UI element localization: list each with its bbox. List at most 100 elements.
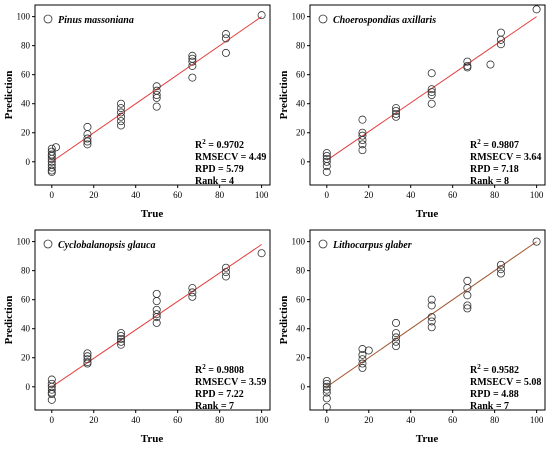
data-point — [427, 85, 436, 94]
legend-marker — [318, 239, 328, 249]
legend: Lithocarpus glaber — [318, 239, 412, 251]
data-point — [496, 35, 505, 44]
data-point — [188, 57, 197, 66]
chart-svg-1: 0 20 40 60 80 100 0 20 40 60 80 100 Pinus massonia… — [3, 4, 271, 220]
data-point — [427, 323, 436, 332]
data-point — [463, 63, 472, 72]
y-axis-label: Prediction — [278, 296, 290, 345]
data-point — [496, 260, 505, 269]
legend-marker — [318, 14, 328, 24]
x-tick-label: 80 — [490, 190, 500, 200]
y-tick-label: 20 — [296, 128, 306, 138]
y-axis-label: Prediction — [278, 71, 290, 120]
data-point — [188, 284, 197, 293]
y-tick-label: 0 — [26, 157, 31, 167]
y-ticks: 0 20 40 60 80 100 — [17, 237, 35, 392]
chart-svg-2: 0 20 40 60 80 100 0 20 40 60 80 100 Choerospondias… — [278, 4, 546, 220]
chart-panel-4: 0 20 40 60 80 100 0 20 40 60 80 100 Lithocarpus gl… — [275, 225, 550, 450]
x-ticks: 0 20 40 60 80 100 — [325, 185, 544, 200]
data-point — [322, 382, 331, 391]
data-point — [152, 310, 161, 319]
x-axis-label: True — [141, 208, 164, 220]
legend-label: Lithocarpus glaber — [332, 240, 412, 251]
stat-rpd: RPD = 5.79 — [195, 164, 244, 175]
stat-rmsecv: RMSECV = 3.59 — [195, 377, 266, 388]
y-ticks: 0 20 40 60 80 100 — [17, 12, 35, 167]
y-tick-label: 20 — [21, 353, 31, 363]
data-point — [152, 91, 161, 100]
x-tick-label: 80 — [215, 415, 225, 425]
data-point — [392, 329, 401, 338]
stats-box: R2 = 0.9582 RMSECV = 5.08 RPD = 4.88 Ran… — [470, 363, 541, 412]
frame-group — [309, 4, 546, 186]
data-point — [117, 334, 126, 343]
data-point — [427, 317, 436, 326]
plot-frame — [34, 229, 271, 411]
data-point — [117, 340, 126, 349]
legend-label: Cyclobalanopsis glauca — [58, 240, 156, 251]
stat-rank: Rank = 7 — [195, 401, 234, 412]
x-tick-label: 0 — [325, 190, 330, 200]
legend: Cyclobalanopsis glauca — [43, 239, 156, 251]
data-point — [47, 154, 56, 163]
data-point — [427, 99, 436, 108]
stat-r2: R2 = 0.9807 — [470, 138, 519, 151]
points-group — [322, 237, 541, 412]
data-point — [427, 88, 436, 97]
data-point — [47, 375, 56, 384]
data-point — [152, 313, 161, 322]
data-point — [322, 385, 331, 394]
legend-label: Choerospondias axillaris — [333, 15, 436, 26]
x-tick-label: 20 — [364, 190, 374, 200]
data-point — [427, 91, 436, 100]
data-point — [322, 403, 331, 412]
x-tick-label: 100 — [255, 415, 269, 425]
data-point — [364, 346, 373, 355]
data-point — [392, 337, 401, 346]
stat-r2: R2 = 0.9582 — [470, 363, 519, 376]
data-point — [83, 140, 92, 149]
data-point — [486, 60, 495, 69]
y-tick-label: 20 — [21, 128, 31, 138]
data-point — [152, 297, 161, 306]
data-point — [83, 134, 92, 143]
x-ticks: 0 20 40 60 80 100 — [50, 410, 269, 425]
stat-r2-value: 0.9702 — [216, 140, 244, 151]
x-axis-label: True — [141, 433, 164, 445]
data-point — [221, 272, 230, 281]
data-point — [392, 109, 401, 118]
data-point — [463, 57, 472, 66]
data-point — [358, 359, 367, 368]
stat-r2: R2 = 0.9808 — [195, 363, 244, 376]
data-point — [83, 355, 92, 364]
x-tick-label: 20 — [89, 415, 99, 425]
data-point — [47, 390, 56, 399]
y-tick-label: 40 — [296, 99, 306, 109]
stat-rmsecv: RMSECV = 3.64 — [470, 152, 541, 163]
data-point — [322, 151, 331, 160]
y-tick-label: 80 — [296, 41, 306, 51]
data-point — [221, 48, 230, 57]
data-point — [117, 112, 126, 121]
legend-label: Pinus massoniana — [58, 15, 134, 26]
y-tick-label: 0 — [301, 157, 306, 167]
x-tick-label: 60 — [173, 190, 183, 200]
data-point — [117, 108, 126, 117]
data-point — [392, 318, 401, 327]
frame-group — [34, 229, 271, 411]
data-point — [221, 263, 230, 272]
data-point — [322, 157, 331, 166]
y-ticks: 0 20 40 60 80 100 — [292, 12, 310, 167]
data-point — [257, 11, 266, 20]
data-point — [463, 301, 472, 310]
stat-r2: R2 = 0.9702 — [195, 138, 244, 151]
data-point — [117, 117, 126, 126]
data-point — [47, 157, 56, 166]
y-tick-label: 60 — [21, 70, 31, 80]
data-point — [532, 5, 541, 14]
x-tick-label: 20 — [364, 415, 374, 425]
stats-box: R2 = 0.9808 RMSECV = 3.59 RPD = 7.22 Ran… — [195, 363, 266, 412]
data-point — [427, 295, 436, 304]
data-point — [188, 61, 197, 70]
x-tick-label: 0 — [50, 415, 55, 425]
